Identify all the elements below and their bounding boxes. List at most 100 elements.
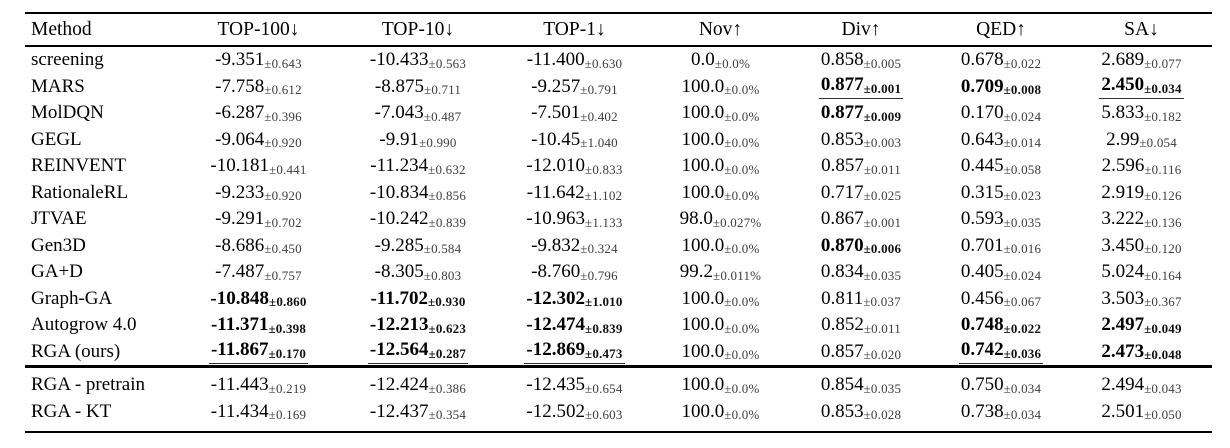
value-main: 3.450: [1101, 234, 1145, 256]
metric-value: 0.701±0.016: [960, 234, 1042, 257]
value-main: -10.181: [210, 155, 269, 177]
main-body: screening -9.351±0.643 -10.433±0.563 -11.40…: [25, 46, 1212, 367]
metric-value: -10.963±1.133: [526, 208, 622, 230]
metric-cell-sa: 2.99±0.054: [1071, 127, 1212, 154]
value-stddev: ±0.005: [863, 55, 902, 71]
value-stddev: ±0.856: [428, 188, 467, 204]
metric-value: -9.233±0.920: [215, 182, 302, 204]
metric-cell-top1: -11.400±0.630: [499, 46, 650, 74]
value-main: 0.867: [820, 208, 864, 230]
metric-cell-top1: -12.010±0.833: [499, 153, 650, 180]
value-stddev: ±0.487: [423, 108, 462, 124]
metric-cell-div: 0.717±0.025: [791, 180, 931, 207]
value-stddev: ±0.016: [1003, 241, 1042, 257]
metric-cell-top1: -10.963±1.133: [499, 206, 650, 233]
value-main: -9.064: [215, 128, 265, 150]
metric-value: 0.709±0.008: [961, 76, 1041, 98]
metric-value: 0.405±0.024: [961, 261, 1041, 283]
metric-value: 3.222±0.136: [1101, 208, 1181, 230]
value-stddev: ±0.050: [1144, 407, 1182, 423]
metric-cell-nov: 0.0±0.0%: [650, 46, 791, 74]
metric-cell-nov: 100.0±0.0%: [650, 100, 791, 127]
metric-cell-top10: -12.437±0.354: [337, 399, 499, 433]
metric-value: -12.502±0.603: [526, 401, 622, 423]
value-main: 100.0: [681, 75, 725, 97]
value-main: 3.222: [1101, 208, 1145, 230]
metric-cell-qed: 0.738±0.034: [931, 399, 1071, 433]
value-main: 0.834: [820, 261, 864, 283]
metric-cell-top10: -8.305±0.803: [337, 259, 499, 286]
metric-value: -11.371±0.398: [211, 314, 306, 336]
value-stddev: ±0.803: [423, 267, 462, 283]
value-main: 2.99: [1106, 128, 1140, 150]
metric-value: -7.487±0.757: [215, 261, 302, 283]
metric-cell-qed: 0.750±0.034: [931, 365, 1071, 399]
value-main: 5.833: [1101, 102, 1145, 124]
value-stddev: ±0.287: [428, 345, 467, 361]
metric-cell-top10: -10.834±0.856: [337, 180, 499, 207]
value-stddev: ±0.796: [580, 267, 618, 283]
method-name: Gen3D: [31, 234, 86, 256]
value-stddev: ±0.0%: [724, 294, 760, 310]
metric-cell-div: 0.877±0.001: [791, 74, 931, 101]
value-stddev: ±0.584: [423, 241, 462, 257]
value-main: -9.91: [379, 128, 419, 150]
value-stddev: ±0.001: [863, 80, 902, 96]
value-main: 0.0: [691, 49, 715, 71]
value-main: -10.834: [369, 181, 429, 203]
metric-value: -11.434±0.169: [211, 401, 306, 423]
metric-cell-qed: 0.748±0.022: [931, 312, 1071, 339]
metric-cell-top10: -10.242±0.839: [337, 206, 499, 233]
value-stddev: ±0.367: [1144, 294, 1182, 310]
value-main: 3.503: [1101, 287, 1145, 309]
metric-value: -11.867±0.170: [208, 339, 309, 365]
value-stddev: ±0.0%: [724, 407, 760, 423]
value-stddev: ±0.027%: [712, 214, 762, 230]
metric-value: -10.834±0.856: [369, 181, 467, 204]
metric-value: 0.834±0.035: [820, 261, 901, 283]
value-stddev: ±0.077: [1144, 55, 1182, 71]
value-main: 0.857: [820, 340, 864, 362]
value-stddev: ±0.067: [1003, 294, 1042, 310]
value-main: 100.0: [681, 234, 725, 256]
method-name: RationaleRL: [31, 181, 129, 203]
value-main: -9.285: [374, 234, 424, 256]
metric-value: 0.877±0.009: [821, 102, 901, 124]
value-stddev: ±0.0%: [724, 241, 760, 257]
metric-cell-qed: 0.593±0.035: [931, 206, 1071, 233]
value-main: -11.234: [370, 155, 429, 177]
value-main: -11.702: [370, 287, 428, 309]
metric-value: 100.0±0.0%: [682, 341, 760, 363]
metric-value: 100.0±0.0%: [682, 155, 760, 177]
metric-cell-qed: 0.701±0.016: [931, 233, 1071, 260]
value-stddev: ±0.126: [1144, 188, 1182, 204]
value-stddev: ±0.035: [1003, 214, 1042, 230]
metric-cell-div: 0.858±0.005: [791, 46, 931, 74]
metric-value: -9.064±0.920: [215, 128, 302, 151]
metric-cell-sa: 5.024±0.164: [1071, 259, 1212, 286]
value-main: -11.642: [526, 181, 585, 203]
value-main: -12.302: [526, 287, 585, 309]
metric-value: 0.857±0.011: [821, 155, 901, 177]
value-stddev: ±0.034: [1003, 380, 1042, 396]
value-stddev: ±0.450: [264, 241, 302, 257]
metric-value: -12.213±0.623: [370, 314, 466, 336]
method-name: REINVENT: [31, 155, 126, 177]
metric-cell-sa: 2.919±0.126: [1071, 180, 1212, 207]
value-stddev: ±0.0%: [724, 82, 760, 98]
value-main: 0.701: [960, 234, 1004, 256]
metric-cell-div: 0.867±0.001: [791, 206, 931, 233]
metric-cell-sa: 3.450±0.120: [1071, 233, 1212, 260]
metric-value: 100.0±0.0%: [682, 288, 760, 310]
value-main: 0.858: [820, 49, 864, 71]
metric-value: 2.99±0.054: [1106, 128, 1177, 151]
value-main: -11.400: [526, 49, 585, 71]
value-stddev: ±0.324: [580, 241, 618, 257]
metric-value: 2.450±0.034: [1099, 74, 1184, 100]
metric-cell-nov: 100.0±0.0%: [650, 365, 791, 399]
value-stddev: ±0.702: [264, 214, 302, 230]
value-stddev: ±0.990: [418, 135, 457, 151]
table-row: REINVENT -10.181±0.441 -11.234±0.632 -12.01…: [25, 153, 1212, 180]
value-stddev: ±0.473: [584, 345, 623, 361]
table-row: Graph-GA -10.848±0.860 -11.702±0.930 -12.30…: [25, 286, 1212, 313]
